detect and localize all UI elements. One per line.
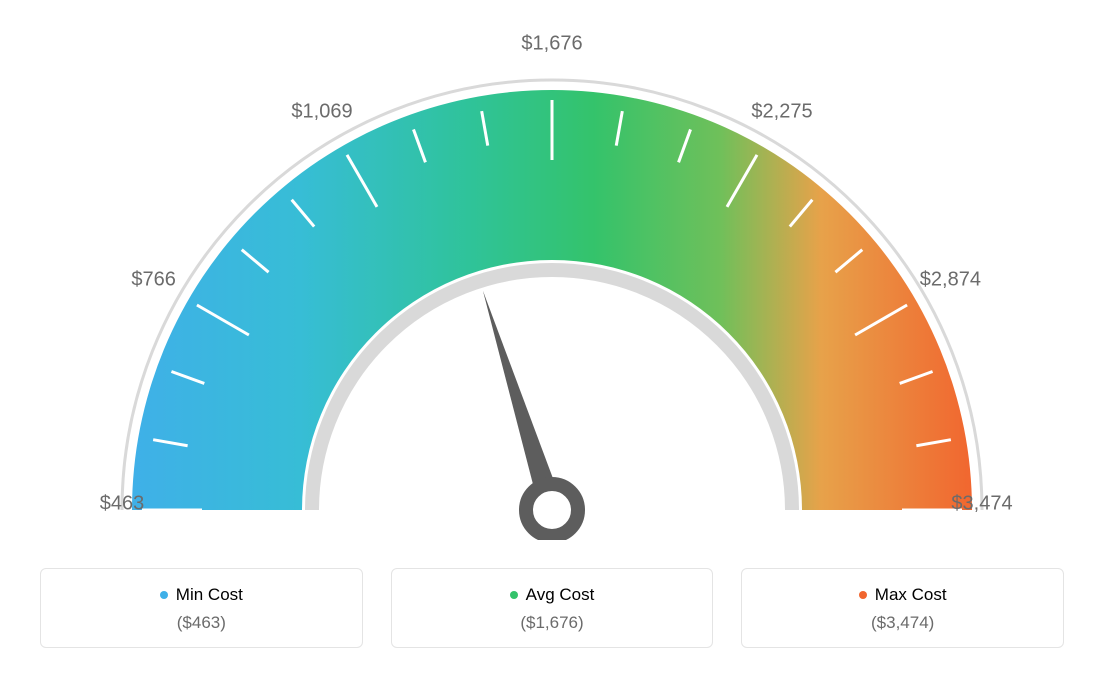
scale-label: $2,874 [920,269,981,292]
legend-card-avg: Avg Cost ($1,676) [391,568,714,648]
scale-label: $1,676 [521,33,582,56]
legend-card-min: Min Cost ($463) [40,568,363,648]
cost-gauge-chart: $463 $766 $1,069 $1,676 $2,275 $2,874 $3,474 [20,20,1084,540]
legend-dot-avg [510,591,518,599]
scale-label: $2,275 [751,100,812,123]
legend-value-avg: ($1,676) [402,613,703,633]
scale-label: $1,069 [291,100,352,123]
legend-dot-min [160,591,168,599]
legend-value-max: ($3,474) [752,613,1053,633]
legend-card-max: Max Cost ($3,474) [741,568,1064,648]
scale-label: $766 [131,269,176,292]
scale-label: $3,474 [951,493,1012,516]
legend-row: Min Cost ($463) Avg Cost ($1,676) Max Co… [40,568,1064,648]
legend-title-min: Min Cost [176,585,243,605]
legend-value-min: ($463) [51,613,352,633]
scale-label: $463 [100,493,145,516]
legend-dot-max [859,591,867,599]
legend-title-avg: Avg Cost [526,585,595,605]
legend-title-max: Max Cost [875,585,947,605]
